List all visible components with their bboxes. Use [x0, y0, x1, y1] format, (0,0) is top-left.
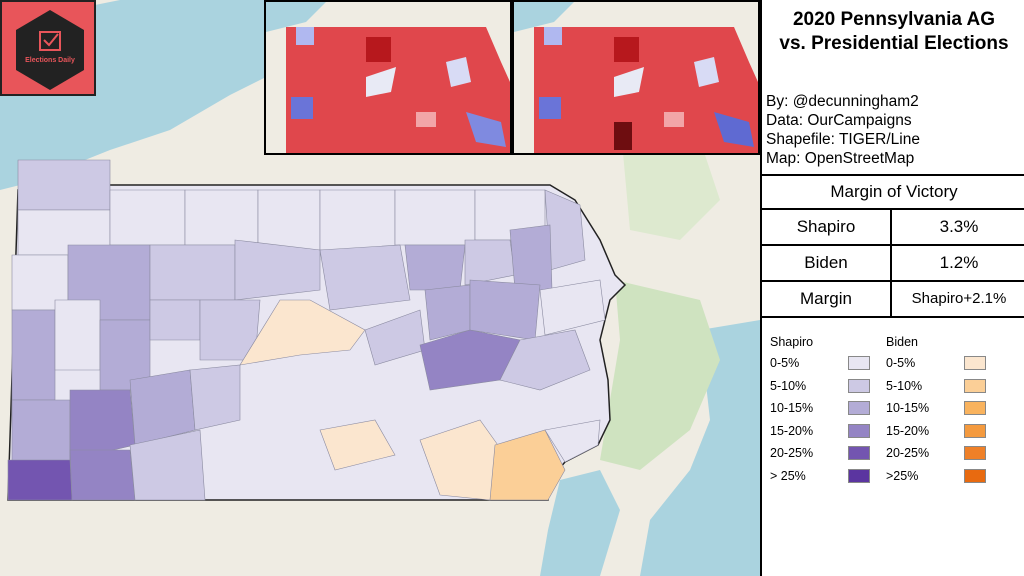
logo-text: Elections Daily	[25, 57, 75, 64]
legend-swatch	[848, 423, 870, 438]
legend-swatch	[848, 378, 870, 393]
legend-item: 20-25%	[770, 442, 870, 465]
mov-row-shapiro: Shapiro 3.3%	[762, 210, 1024, 246]
county-erie	[17, 159, 111, 211]
legend-swatch	[848, 446, 870, 461]
legend-swatch	[964, 468, 986, 483]
legend-item-label: 15-20%	[886, 423, 930, 438]
legend-title: Shapiro	[770, 335, 814, 349]
mov-label: Margin	[762, 282, 892, 316]
margin-of-victory-table: Margin of Victory Shapiro 3.3% Biden 1.2…	[762, 174, 1024, 318]
legend-item-label: 20-25%	[770, 446, 814, 461]
county-montgomery	[544, 419, 601, 463]
mov-value: 3.3%	[939, 217, 979, 236]
info-panel: 2020 Pennsylvania AG vs. Presidential El…	[760, 0, 1024, 576]
legend-item-label: 0-5%	[770, 356, 800, 371]
legend-swatch	[848, 468, 870, 483]
credit-shapefile: Shapefile: TIGER/Line	[766, 131, 920, 148]
legend-item-label: 10-15%	[770, 401, 814, 416]
inset-ag-svg	[266, 2, 510, 153]
legend-item-label: 15-20%	[770, 423, 814, 438]
legend-item-label: 10-15%	[886, 401, 930, 416]
county-luzerne	[469, 279, 541, 341]
county-beaver-allegheny	[11, 399, 71, 471]
legend-item: 10-15%	[770, 397, 870, 420]
elections-daily-logo: Elections Daily	[0, 0, 96, 96]
legend-biden: Biden 0-5% 5-10% 10-15% 15-20% 20-25% >25%	[886, 334, 986, 487]
legend-title: Biden	[886, 335, 918, 349]
inset-presidential-map	[512, 0, 760, 155]
legend-item-label: 5-10%	[886, 378, 923, 393]
legend-items: 0-5% 5-10% 10-15% 15-20% 20-25% >25%	[886, 352, 986, 487]
legend-item: > 25%	[770, 465, 870, 488]
logo-mark: Elections Daily	[16, 10, 84, 90]
county-tioga	[319, 189, 396, 251]
legend-item: 5-10%	[770, 375, 870, 398]
legend-item-label: 5-10%	[770, 378, 807, 393]
county-somerset	[129, 429, 206, 501]
legend-item-label: >25%	[886, 468, 919, 483]
mov-header: Margin of Victory	[762, 176, 1024, 210]
county-cumberland	[319, 419, 396, 471]
county-fayette	[69, 449, 136, 501]
inset-presidential-svg	[514, 2, 758, 153]
legend-item-label: 0-5%	[886, 356, 916, 371]
county-warren	[109, 189, 186, 246]
legend-swatch	[964, 423, 986, 438]
credit-by: By: @decunningham2	[766, 93, 919, 110]
legend-items: 0-5% 5-10% 10-15% 15-20% 20-25% > 25%	[770, 352, 870, 487]
mov-label: Biden	[762, 246, 892, 280]
county-lawrence	[11, 309, 56, 401]
mov-row-margin: Margin Shapiro+2.1%	[762, 282, 1024, 318]
legend-item: 10-15%	[886, 397, 986, 420]
legend-item: 0-5%	[770, 352, 870, 375]
legend-item: 5-10%	[886, 375, 986, 398]
credit-map: Map: OpenStreetMap	[766, 150, 915, 167]
county-forest	[149, 244, 236, 301]
county-bradford	[394, 189, 476, 246]
credits: By: @decunningham2 Data: OurCampaigns Sh…	[766, 92, 920, 168]
county-butler	[54, 299, 101, 371]
county-sullivan	[404, 244, 466, 291]
legend-shapiro: Shapiro 0-5% 5-10% 10-15% 15-20% 20-25% > 25%	[770, 334, 870, 487]
legend-swatch	[964, 401, 986, 416]
legend-swatch	[848, 356, 870, 371]
county-mckean	[184, 189, 259, 246]
county-lycoming	[319, 244, 411, 311]
title-line-1: 2020 Pennsylvania AG	[792, 9, 996, 30]
map-title: 2020 Pennsylvania AG vs. Presidential El…	[762, 8, 1024, 56]
credit-data: Data: OurCampaigns	[766, 112, 912, 129]
county-elk	[234, 239, 321, 301]
county-greene	[7, 459, 73, 501]
county-chester	[489, 429, 566, 501]
legend-swatch	[964, 378, 986, 393]
county-cambria	[189, 364, 241, 431]
legend-item-label: 20-25%	[886, 446, 930, 461]
legend-swatch	[964, 356, 986, 371]
county-layer	[7, 159, 606, 501]
mov-value: Shapiro+2.1%	[911, 290, 1007, 307]
legend-item: 15-20%	[770, 420, 870, 443]
legend-item: >25%	[886, 465, 986, 488]
atlantic-ocean	[640, 320, 760, 576]
inset-ag-map	[264, 0, 512, 155]
mov-label: Shapiro	[762, 210, 892, 244]
mov-value: 1.2%	[939, 253, 979, 272]
title-line-2: vs. Presidential Elections	[779, 33, 1009, 54]
legend-item: 20-25%	[886, 442, 986, 465]
county-monroe	[539, 279, 606, 336]
county-lehigh	[499, 329, 591, 391]
legend-item: 0-5%	[886, 352, 986, 375]
new-jersey-forest	[600, 280, 720, 470]
mov-row-biden: Biden 1.2%	[762, 246, 1024, 282]
legend-item: 15-20%	[886, 420, 986, 443]
legend-swatch	[848, 401, 870, 416]
county-jefferson	[149, 299, 201, 341]
legend-item-label: > 25%	[770, 468, 806, 483]
delaware-bay	[540, 470, 620, 576]
county-lackawanna	[509, 224, 553, 291]
legend-swatch	[964, 446, 986, 461]
